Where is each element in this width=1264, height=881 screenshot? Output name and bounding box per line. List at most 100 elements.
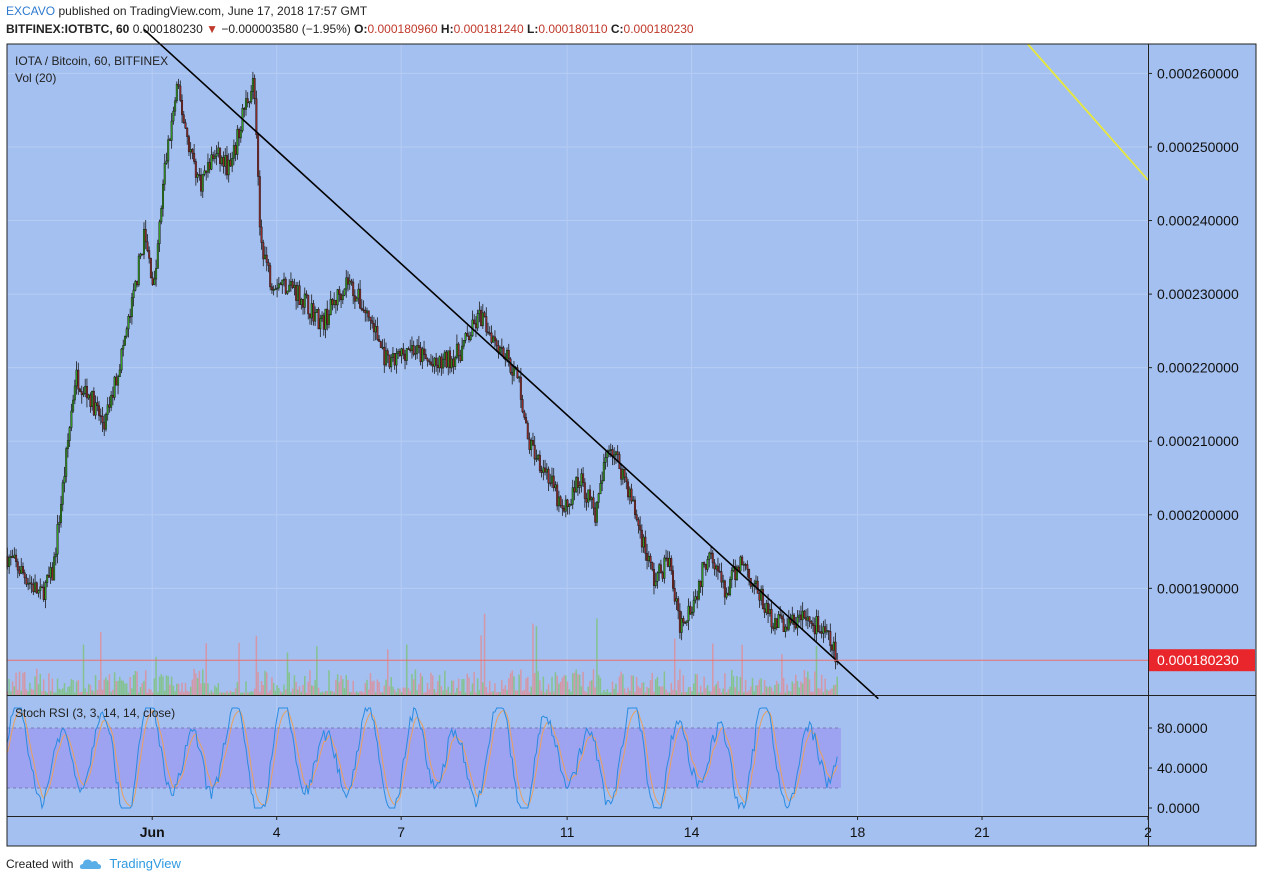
volume-bar <box>342 679 344 695</box>
volume-bar <box>800 681 802 695</box>
volume-bar <box>172 685 175 695</box>
candle-body <box>321 315 324 319</box>
candle-body <box>198 174 201 176</box>
volume-bar <box>563 675 565 695</box>
volume-bar <box>63 683 66 695</box>
tradingview-brand[interactable]: TradingView <box>109 856 181 871</box>
candle-body <box>334 300 337 306</box>
candle-body <box>796 616 799 629</box>
volume-bar <box>51 678 54 695</box>
volume-bar <box>692 683 695 695</box>
candle-body <box>91 391 94 407</box>
volume-bar <box>781 654 783 695</box>
candle-body <box>779 614 782 617</box>
candle-body <box>699 581 702 588</box>
author-link[interactable]: EXCAVO <box>6 4 56 18</box>
volume-bar <box>222 692 225 695</box>
time-tick-label: 7 <box>397 824 405 840</box>
volume-bar <box>122 680 124 695</box>
volume-bar <box>316 646 318 695</box>
volume-bar <box>660 686 662 695</box>
volume-bar <box>682 675 685 695</box>
price-tick-label: 0.000260000 <box>1157 65 1239 81</box>
candle-body <box>359 288 362 309</box>
volume-bar <box>291 688 294 695</box>
volume-bar <box>343 688 346 695</box>
volume-bar <box>10 691 12 695</box>
candle-body <box>770 608 773 628</box>
volume-bar <box>129 677 131 695</box>
candle-body <box>30 582 33 585</box>
candle-body <box>101 415 104 423</box>
volume-bar <box>96 689 99 695</box>
candle-body <box>253 78 256 99</box>
volume-bar <box>663 671 666 695</box>
candle-body <box>658 564 661 574</box>
stoch-d-line <box>6 709 838 807</box>
volume-bar <box>665 689 667 695</box>
candle-body <box>582 473 585 483</box>
candle-body <box>564 499 567 512</box>
price-axis: 0.000260000 0.000250000 0.000240000 0.00023… <box>1148 65 1255 816</box>
candle-body <box>452 358 455 367</box>
volume-bar <box>208 692 211 695</box>
volume-bar <box>286 652 289 695</box>
candle-body <box>317 309 320 330</box>
candle-body <box>170 120 173 141</box>
volume-bar <box>18 671 21 695</box>
candle-body <box>186 127 189 137</box>
candle-body <box>455 343 458 358</box>
volume-bar <box>255 635 258 695</box>
time-tick-label: Jun <box>140 824 165 840</box>
candle-body <box>602 462 605 481</box>
time-tick-label: 21 <box>974 824 990 840</box>
volume-bar <box>183 692 185 695</box>
candle-body <box>248 101 251 104</box>
volume-bar <box>412 679 415 695</box>
volume-bar <box>202 669 204 695</box>
candle-body <box>94 402 97 416</box>
price-axis-bg[interactable] <box>1148 44 1256 816</box>
volume-bar <box>656 676 659 695</box>
volume-bar <box>566 681 569 695</box>
last-price-value: 0.000180230 <box>132 22 203 36</box>
candle-body <box>597 493 600 503</box>
volume-bar <box>736 676 738 695</box>
volume-bar <box>715 684 717 695</box>
volume-bar <box>134 671 137 695</box>
time-axis-bg[interactable] <box>7 816 1256 846</box>
volume-bar <box>272 682 275 695</box>
volume-bar <box>575 669 577 695</box>
volume-bar <box>82 644 85 695</box>
volume-bar <box>435 692 437 695</box>
volume-bar <box>596 618 598 695</box>
candle-body <box>720 571 723 583</box>
candle-body <box>561 505 564 509</box>
volume-bar <box>108 674 111 695</box>
volume-bar <box>739 677 742 695</box>
volume-bar <box>639 688 641 695</box>
candle-body <box>56 524 59 555</box>
candle-body <box>433 357 436 367</box>
volume-bar <box>196 678 199 695</box>
candle-body <box>478 309 481 314</box>
volume-bar <box>409 690 411 695</box>
volume-bar <box>17 689 19 695</box>
candle-body <box>710 552 713 555</box>
candle-body <box>79 388 82 392</box>
volume-bar <box>718 688 721 695</box>
volume-bar <box>706 685 709 695</box>
candle-body <box>193 152 196 162</box>
volume-bar <box>338 682 341 695</box>
candle-body <box>575 477 578 493</box>
volume-bar <box>378 682 380 695</box>
volume-bar <box>36 668 38 695</box>
volume-bar <box>673 638 676 695</box>
candle-body <box>703 562 706 565</box>
volume-bar <box>91 690 93 695</box>
volume-bar <box>613 688 615 695</box>
candle-body <box>172 110 175 122</box>
volume-bar <box>701 692 704 695</box>
price-pane[interactable] <box>7 44 1148 695</box>
